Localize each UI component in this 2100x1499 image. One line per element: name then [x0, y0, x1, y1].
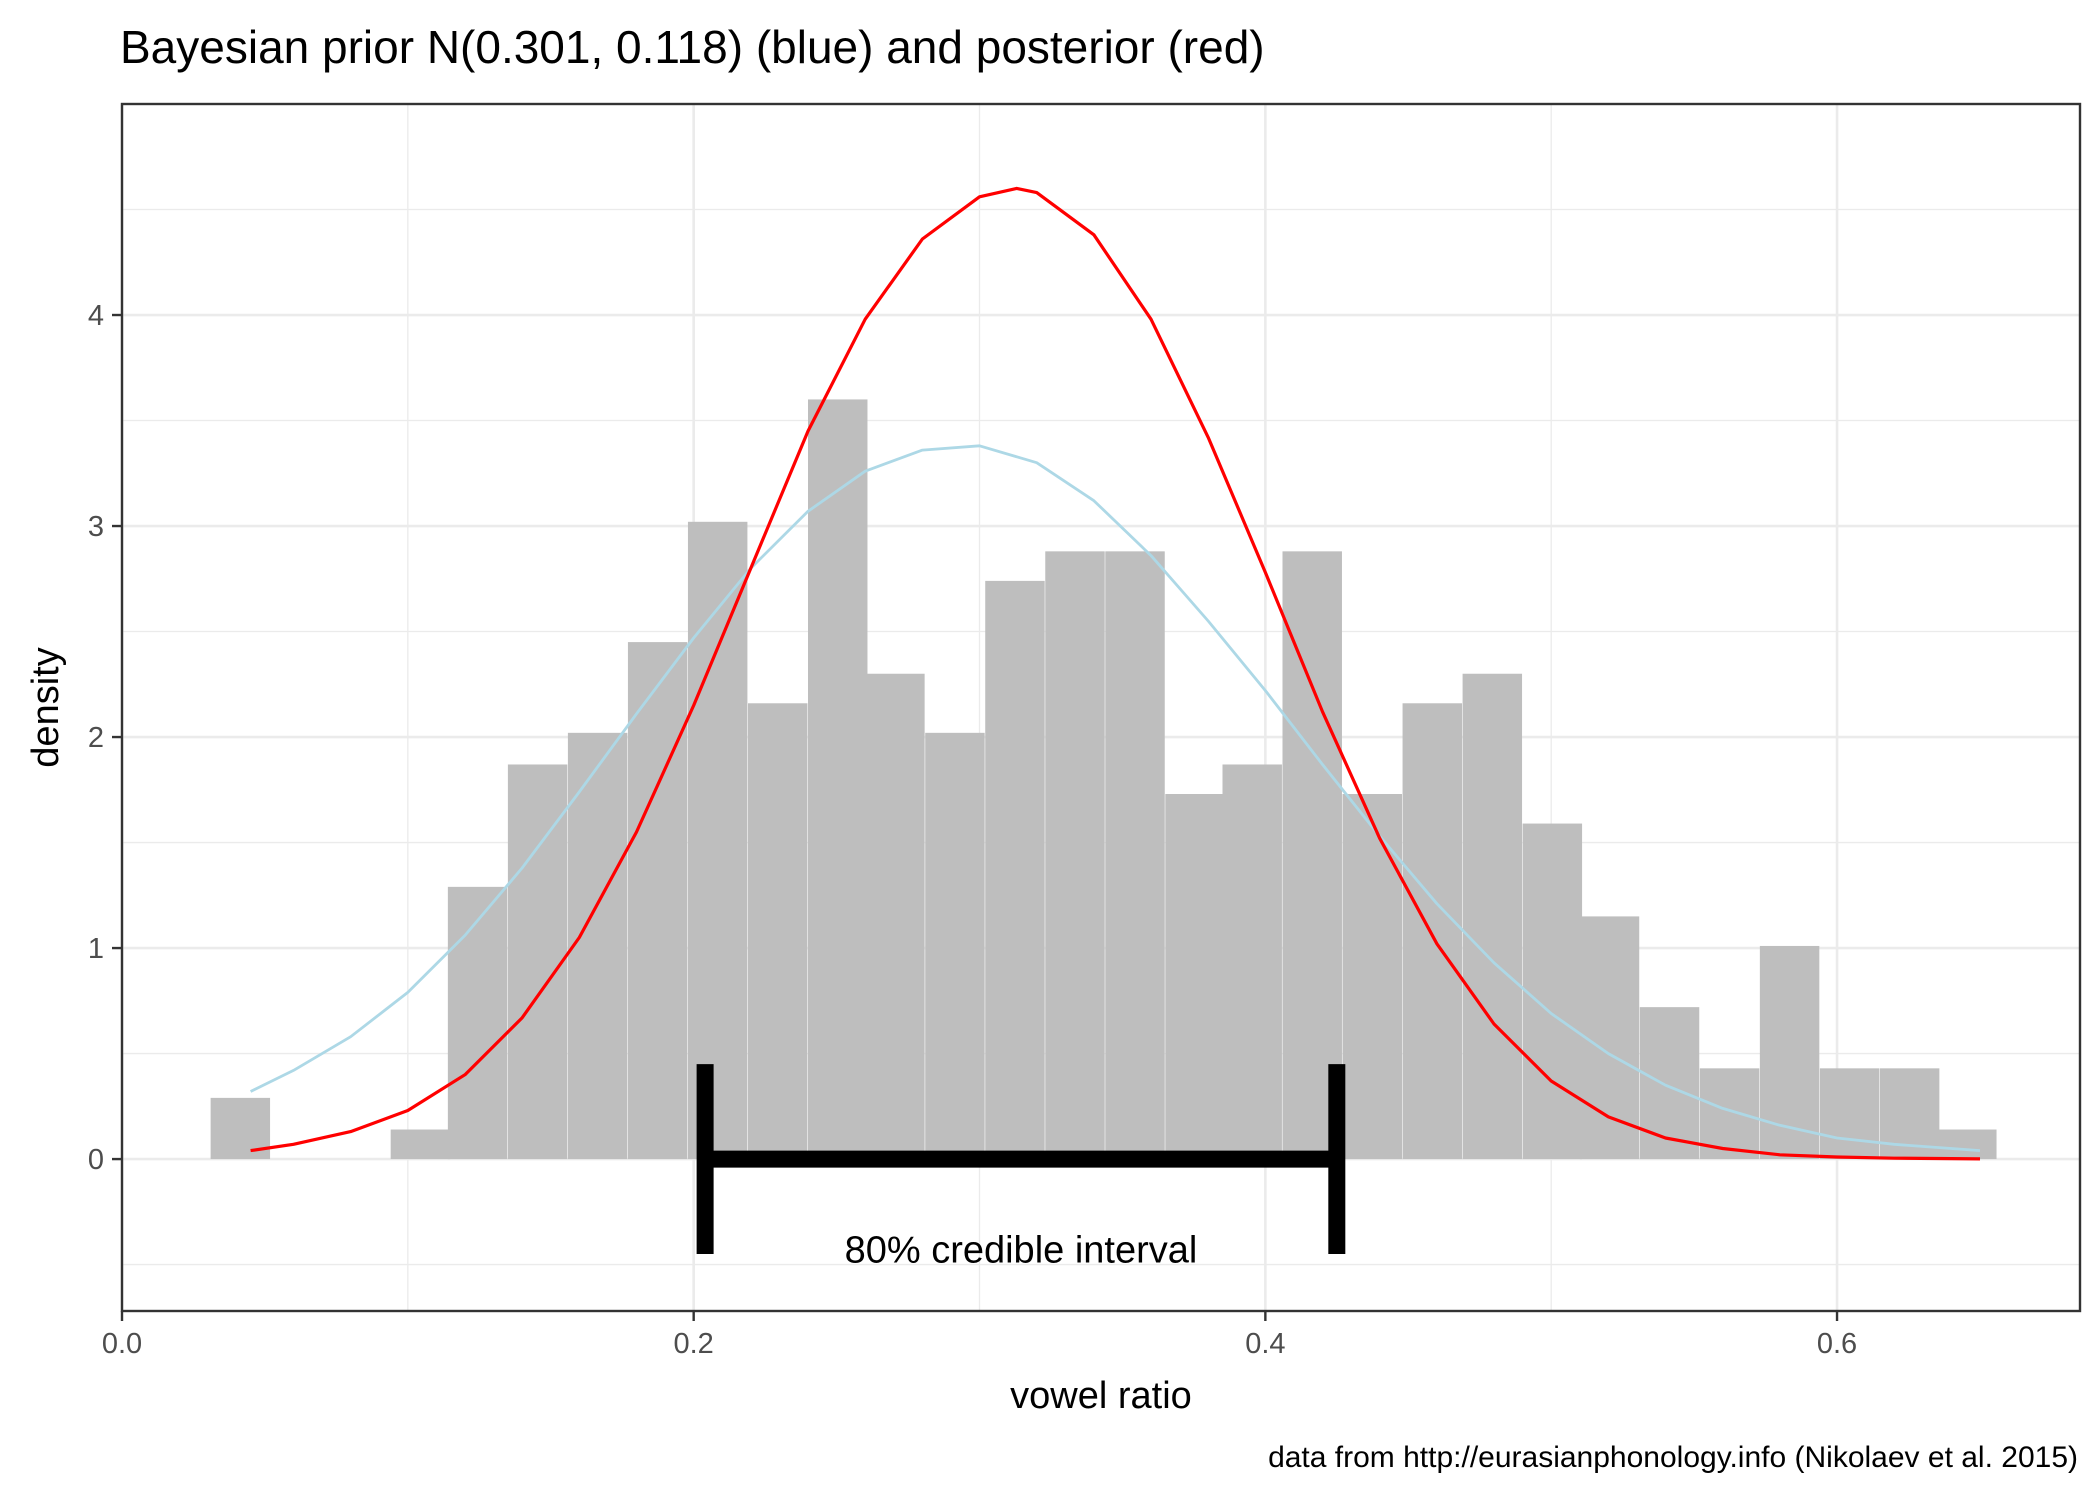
histogram-bar [1282, 551, 1342, 1160]
histogram-bar [1937, 1129, 1997, 1160]
caption: data from http://eurasianphonology.info … [1268, 1441, 2078, 1474]
histogram-bar [1639, 1007, 1700, 1160]
histogram-bar [390, 1129, 451, 1160]
x-tick-label: 0.4 [1245, 1328, 1285, 1360]
prior-density-curve [249, 444, 1981, 1152]
histogram-bar [1342, 794, 1402, 1160]
plot-area: 80% credible interval 0.0 0.2 0.4 0.6 0 1 2 3 4 [88, 102, 2082, 1360]
histogram-bar [1699, 1068, 1760, 1160]
histogram-bar [865, 673, 925, 1160]
histogram-bar [1165, 794, 1225, 1160]
histogram-bar [925, 732, 985, 1160]
posterior-density-curve [250, 186, 1981, 1161]
histogram-bar [627, 642, 688, 1160]
histogram-bar [747, 703, 808, 1160]
histogram-bar [567, 732, 628, 1160]
credible-interval-label: 80% credible interval [845, 1229, 1198, 1271]
histogram-bar [1222, 764, 1282, 1160]
histogram-bar [1579, 916, 1640, 1160]
y-axis-title: density [25, 647, 67, 767]
x-tick-label: 0.6 [1817, 1328, 1857, 1360]
plot-border [120, 102, 2082, 1313]
y-tick-label: 0 [88, 1144, 104, 1176]
histogram-bar [985, 580, 1045, 1160]
histogram-bar [1045, 551, 1105, 1160]
histogram-bar [808, 399, 868, 1160]
histogram-bar [1819, 1068, 1880, 1160]
histogram-bar [687, 521, 748, 1160]
y-tick-label: 3 [88, 511, 104, 543]
x-tick-label: 0.2 [674, 1328, 714, 1360]
chart-title: Bayesian prior N(0.301, 0.118) (blue) an… [120, 21, 1265, 73]
histogram-bar [1522, 823, 1583, 1160]
y-tick-label: 1 [88, 933, 104, 965]
x-axis-title: vowel ratio [1010, 1375, 1192, 1417]
histogram-bar [507, 764, 568, 1160]
histogram-bar [1105, 551, 1165, 1160]
histogram-bar [1402, 703, 1463, 1160]
y-tick-label: 4 [88, 300, 104, 332]
histogram-bar [447, 886, 508, 1160]
x-tick-label: 0.0 [102, 1328, 142, 1360]
histogram-bar [1462, 673, 1523, 1160]
y-tick-label: 2 [88, 722, 104, 754]
